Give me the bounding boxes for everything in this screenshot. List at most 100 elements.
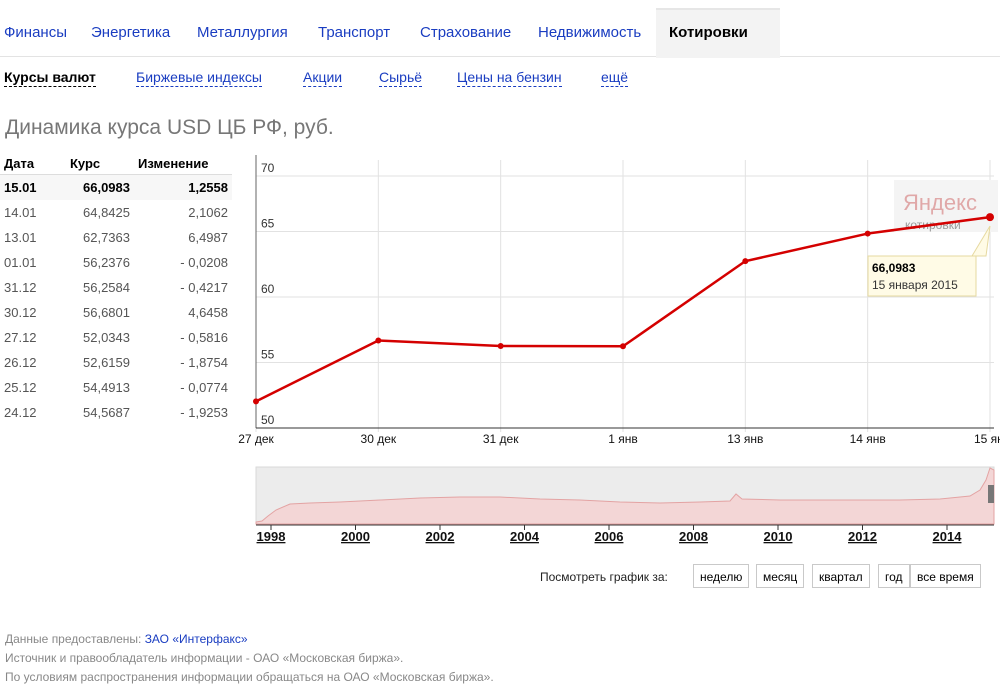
table-row: 24.12 54,5687 - 1,9253	[0, 400, 232, 425]
x-tick-label: 30 дек	[361, 432, 397, 446]
x-tick-label: 15 янв	[974, 432, 1000, 446]
rate-chart[interactable]: 50 55 60 65 70 27 дек 30 дек 31 дек 1 янв 13 янв…	[0, 0, 1000, 460]
period-year-button[interactable]: год	[878, 564, 910, 588]
page-title: Динамика курса USD ЦБ РФ, руб.	[5, 116, 334, 139]
year-label: 2000	[341, 529, 370, 544]
cell-change: - 0,4217	[180, 280, 228, 295]
cell-rate: 54,4913	[83, 380, 130, 395]
column-header-change: Изменение	[134, 152, 232, 175]
y-tick-label: 70	[261, 161, 275, 175]
period-all-time-button[interactable]: все время	[910, 564, 981, 588]
y-tick-label: 65	[261, 217, 275, 231]
cell-rate: 52,0343	[83, 330, 130, 345]
nav-energy[interactable]: Энергетика	[91, 24, 171, 41]
year-label: 2006	[595, 529, 624, 544]
data-point[interactable]	[864, 230, 871, 237]
cell-change: 6,4987	[188, 230, 228, 245]
cell-change: - 0,5816	[180, 330, 228, 345]
cell-change: - 0,0774	[180, 380, 228, 395]
subnav-stock-indices[interactable]: Биржевые индексы	[136, 69, 262, 87]
period-month-button[interactable]: месяц	[756, 564, 805, 588]
table-row: 01.01 56,2376 - 0,0208	[0, 250, 232, 275]
footer-provided-label: Данные предоставлены:	[5, 632, 142, 646]
table-row: 25.12 54,4913 - 0,0774	[0, 375, 232, 400]
cell-rate: 52,6159	[83, 355, 130, 370]
cell-rate: 62,7363	[83, 230, 130, 245]
cell-change: - 1,9253	[180, 405, 228, 420]
cell-date: 25.12	[4, 380, 37, 395]
x-tick-label: 14 янв	[850, 432, 886, 446]
watermark-logo: Яндекс	[903, 190, 977, 215]
year-label: 2004	[510, 529, 540, 544]
table-row: 14.01 64,8425 2,1062	[0, 200, 232, 225]
data-point[interactable]	[253, 398, 259, 405]
cell-change: 1,2558	[134, 174, 232, 200]
nav-insurance[interactable]: Страхование	[420, 24, 512, 41]
cell-date: 14.01	[4, 205, 37, 220]
overview-area	[255, 467, 995, 525]
year-label: 1998	[257, 529, 286, 544]
nav-realty[interactable]: Недвижимость	[538, 24, 642, 41]
x-axis-labels: 27 дек 30 дек 31 дек 1 янв 13 янв 14 янв 15 ян…	[238, 432, 1000, 446]
footer-provider-link[interactable]: ЗАО «Интерфакс»	[144, 632, 248, 646]
cell-date: 24.12	[4, 405, 37, 420]
y-tick-label: 60	[261, 282, 275, 296]
data-point[interactable]	[986, 213, 994, 222]
top-navigation: Финансы Энергетика Металлургия Транспорт…	[0, 0, 1000, 58]
overview-range-handle[interactable]	[988, 485, 994, 503]
nav-metallurgy[interactable]: Металлургия	[197, 24, 288, 41]
x-tick-label: 1 янв	[608, 432, 638, 446]
period-quarter-button[interactable]: квартал	[812, 564, 870, 588]
cell-date: 31.12	[4, 280, 37, 295]
data-point[interactable]	[375, 337, 382, 344]
period-label: Посмотреть график за:	[540, 570, 668, 584]
table-row: 30.12 56,6801 4,6458	[0, 300, 232, 325]
table-row: 27.12 52,0343 - 0,5816	[0, 325, 232, 350]
table-header-row: Дата Курс Изменение	[0, 152, 232, 175]
footer-source: Источник и правообладатель информации - …	[5, 651, 404, 665]
year-label: 2010	[764, 529, 793, 544]
subnav-commodities[interactable]: Сырьё	[379, 69, 423, 87]
cell-date: 15.01	[0, 174, 66, 200]
subnav-shares[interactable]: Акции	[303, 69, 343, 87]
subnav-more[interactable]: ещё	[601, 69, 629, 87]
cell-change: 2,1062	[188, 205, 228, 220]
table-row: 26.12 52,6159 - 1,8754	[0, 350, 232, 375]
cell-rate: 54,5687	[83, 405, 130, 420]
cell-change: 4,6458	[188, 305, 228, 320]
cell-rate: 56,2584	[83, 280, 130, 295]
rates-table: Дата Курс Изменение 15.01 66,0983 1,2558 1…	[0, 152, 232, 425]
column-header-date: Дата	[0, 152, 66, 175]
nav-transport[interactable]: Транспорт	[318, 24, 391, 41]
period-week-button[interactable]: неделю	[693, 564, 750, 588]
table-row: 15.01 66,0983 1,2558	[0, 174, 232, 200]
y-tick-label: 50	[261, 413, 275, 427]
overview-background	[255, 466, 995, 525]
nav-finance[interactable]: Финансы	[4, 24, 67, 41]
tooltip-box	[867, 225, 991, 297]
footer-terms: По условиям распространения информации о…	[5, 670, 494, 684]
x-tick-label: 27 дек	[238, 432, 274, 446]
data-point[interactable]	[497, 343, 504, 350]
table-row: 13.01 62,7363 6,4987	[0, 225, 232, 250]
table-row: 31.12 56,2584 - 0,4217	[0, 275, 232, 300]
year-label: 2008	[679, 529, 708, 544]
cell-date: 13.01	[4, 230, 37, 245]
cell-date: 30.12	[4, 305, 37, 320]
data-point[interactable]	[742, 258, 749, 265]
tooltip: 66,0983 15 января 2015	[867, 225, 991, 297]
cell-date: 26.12	[4, 355, 37, 370]
cell-rate: 66,0983	[66, 174, 134, 200]
data-point[interactable]	[620, 343, 626, 350]
nav-quotes[interactable]: Котировки	[669, 24, 748, 41]
cell-rate: 56,2376	[83, 255, 130, 270]
cell-change: - 0,0208	[180, 255, 228, 270]
cell-date: 27.12	[4, 330, 37, 345]
cell-rate: 64,8425	[83, 205, 130, 220]
y-tick-label: 55	[261, 348, 275, 362]
subnav-fuel-prices[interactable]: Цены на бензин	[457, 69, 562, 87]
x-tick-label: 31 дек	[483, 432, 519, 446]
footer-provided: Данные предоставлены: ЗАО «Интерфакс»	[5, 632, 248, 646]
x-tick-label: 13 янв	[727, 432, 763, 446]
subnav-currency-rates[interactable]: Курсы валют	[4, 69, 96, 87]
